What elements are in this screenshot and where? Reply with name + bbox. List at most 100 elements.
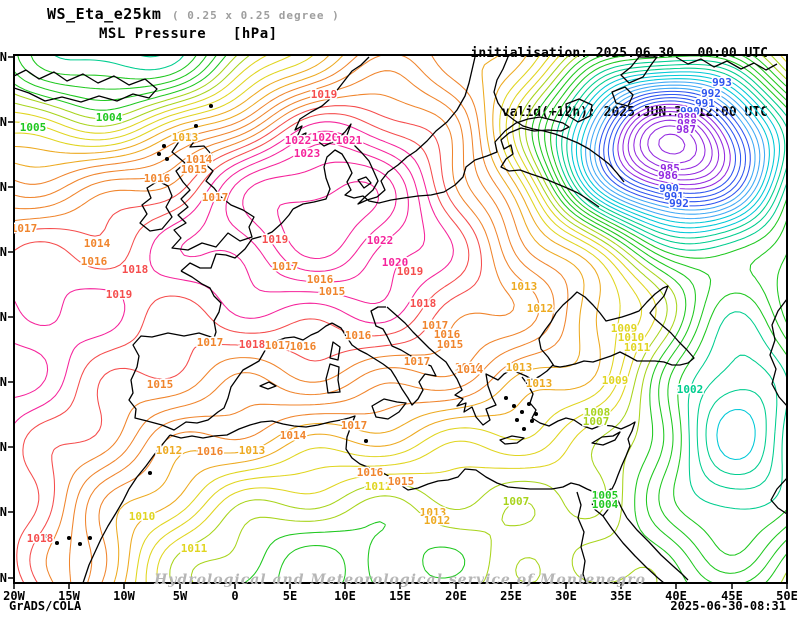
contour-label: 1012 <box>527 302 554 315</box>
island-dot <box>208 103 214 109</box>
contour-label: 1022 <box>285 134 312 147</box>
axes: 20W 15W 10W 5W 0 5E 10E 15E 20E 25E 30E 35E 40E 45E 50… <box>0 50 798 603</box>
contour-label: 992 <box>701 87 721 100</box>
contour-label: 1022 <box>367 234 394 247</box>
contour-label: 987 <box>676 123 696 136</box>
island-dot <box>521 426 527 432</box>
contour-label: 1020 <box>312 131 339 144</box>
lat-tick-label: N <box>0 505 7 519</box>
coastline-segment <box>626 517 689 581</box>
isobar-1003hpa <box>30 55 787 556</box>
contour-label: 1012 <box>424 514 451 527</box>
isobar-987hpa <box>627 110 720 181</box>
lon-tick-label: 35E <box>610 589 632 603</box>
contour-label: 990 <box>680 105 700 118</box>
island-dot <box>44 533 50 539</box>
contour-label: 992 <box>669 197 689 210</box>
lon-tick-label: 40E <box>665 589 687 603</box>
contour-label: 1018 <box>239 338 266 351</box>
island-dot <box>66 535 72 541</box>
coastline-segment <box>576 491 587 583</box>
contour-label: 985 <box>660 162 680 175</box>
isobar-993hpa <box>598 90 751 207</box>
coastline-segment <box>770 477 787 515</box>
coastline-segment <box>180 270 222 339</box>
lat-tick-label: N <box>0 571 7 585</box>
contour-label: 1017 <box>404 355 431 368</box>
coastline-segment <box>139 180 173 232</box>
isobar-1013hpa <box>14 55 585 583</box>
contour-label: 1017 <box>341 419 368 432</box>
isobar-1022hpa <box>225 142 409 283</box>
coastline-segment <box>325 363 341 394</box>
isobar-983hpa <box>658 133 686 155</box>
contour-label: 1015 <box>437 338 464 351</box>
contour-label: 1002 <box>677 383 704 396</box>
coastline-segment <box>620 56 658 84</box>
coastline-segment <box>259 381 277 390</box>
isobar-988hpa <box>622 107 726 186</box>
contour-label: 1016 <box>357 466 384 479</box>
island-dot <box>164 156 170 162</box>
lat-tick-label: N <box>0 245 7 259</box>
coastline-segment <box>14 69 158 103</box>
coastline-segment <box>169 415 602 495</box>
contour-label: 1013 <box>172 131 199 144</box>
lon-tick-label: 20E <box>445 589 467 603</box>
contour-label: 1015 <box>388 475 415 488</box>
contour-label: 1019 <box>397 265 424 278</box>
isobar-1020hpa <box>14 121 454 426</box>
isobar-1012hpa <box>14 55 601 583</box>
isobar-1019hpa <box>14 113 470 583</box>
contour-label: 1005 <box>592 489 619 502</box>
contour-label: 1015 <box>181 163 208 176</box>
island-dot <box>503 395 509 401</box>
coastline-segment <box>128 322 333 431</box>
contour-label: 1018 <box>410 297 437 310</box>
isobar-1005hpa <box>14 55 787 583</box>
isobar-1000hpa <box>566 67 786 476</box>
coastline-segment <box>386 306 554 426</box>
model-name: WS_Eta_e25km <box>47 5 162 23</box>
coastline-segment <box>521 376 636 509</box>
contour-label: 988 <box>677 117 697 130</box>
lat-tick-label: N <box>0 115 7 129</box>
contour-label: 1008 <box>584 406 611 419</box>
contour-label: 990 <box>659 182 679 195</box>
island-dot <box>147 470 153 476</box>
contour-label: 1007 <box>503 495 530 508</box>
island-dot <box>54 540 60 546</box>
contour-label: 1011 <box>624 341 651 354</box>
contour-label: 1016 <box>434 328 461 341</box>
lon-tick-label: 15W <box>58 589 80 603</box>
contour-label: 1014 <box>186 153 213 166</box>
contour-label: 1013 <box>506 361 533 374</box>
contour-label: 1014 <box>457 363 484 376</box>
island-dot <box>193 123 199 129</box>
isobar-1024hpa <box>276 181 380 260</box>
field-title: MSL Pressure [hPa] <box>99 26 278 42</box>
isobar-991hpa <box>607 97 742 199</box>
contour-label: 1016 <box>81 255 108 268</box>
coastline-segment <box>615 495 628 519</box>
contour-label: 1019 <box>311 88 338 101</box>
lat-tick-label: N <box>0 50 7 64</box>
contour-label: 1017 <box>422 319 449 332</box>
isobar-986hpa <box>633 115 713 176</box>
grads-credit: GrADS/COLA <box>9 599 82 613</box>
island-dot <box>511 403 517 409</box>
coastline-segment <box>602 515 665 583</box>
isobar-995hpa <box>589 84 761 215</box>
contour-label: 1017 <box>202 191 229 204</box>
creation-timestamp: 2025-06-30-08:31 <box>670 599 786 613</box>
contour-label: 1007 <box>583 415 610 428</box>
coastline-segment <box>538 285 695 368</box>
contour-label: 1014 <box>84 237 111 250</box>
isobar-999hpa <box>571 71 781 461</box>
